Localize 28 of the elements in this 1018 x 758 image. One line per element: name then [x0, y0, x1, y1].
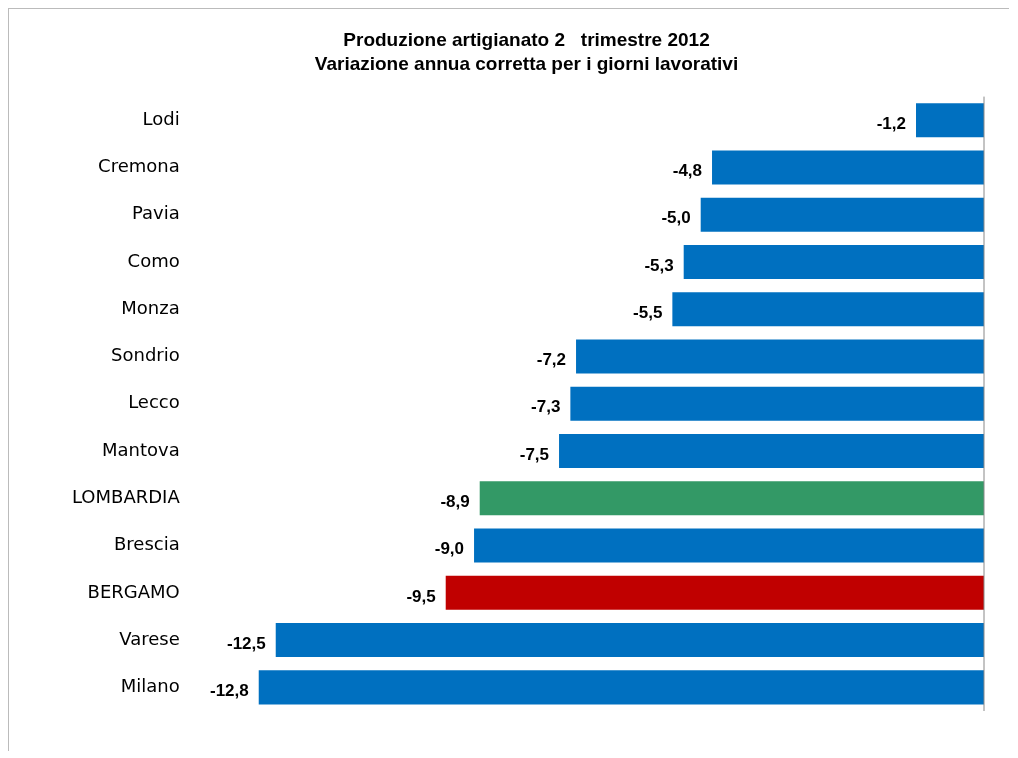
data-label: -5,5	[633, 302, 663, 322]
data-label: -9,0	[434, 539, 465, 559]
data-label: -4,8	[672, 161, 703, 181]
y-tick-label: Cremona	[98, 155, 180, 177]
y-tick-label: Milano	[120, 675, 180, 697]
chart-title: Produzione artigianato 2 trimestre 2012	[343, 28, 710, 50]
data-label: -5,3	[644, 255, 674, 275]
chart-subtitle: Variazione annua corretta per i giorni lavorativi	[314, 53, 739, 75]
data-label: -7,5	[519, 444, 550, 464]
data-label: -5,0	[661, 208, 691, 228]
data-label: -12,5	[226, 633, 266, 653]
y-tick-label: Mantova	[102, 438, 180, 460]
data-label: -12,8	[209, 681, 249, 701]
y-tick-label: Monza	[121, 296, 180, 318]
y-tick-label: Varese	[119, 627, 180, 649]
y-tick-label: Pavia	[131, 202, 180, 224]
y-tick-label: Lecco	[128, 391, 180, 413]
y-tick-label: Como	[127, 249, 180, 271]
data-label: -8,9	[440, 492, 470, 512]
y-tick-label: BERGAMO	[87, 580, 180, 602]
data-label: -7,3	[531, 397, 561, 417]
y-tick-label: Sondrio	[111, 344, 180, 366]
data-label: -9,5	[406, 586, 436, 606]
data-label: -7,2	[536, 350, 567, 370]
y-tick-label: Brescia	[114, 533, 180, 555]
data-label: -1,2	[876, 113, 907, 133]
y-tick-label: Lodi	[142, 107, 180, 129]
y-tick-label: LOMBARDIA	[71, 485, 181, 507]
